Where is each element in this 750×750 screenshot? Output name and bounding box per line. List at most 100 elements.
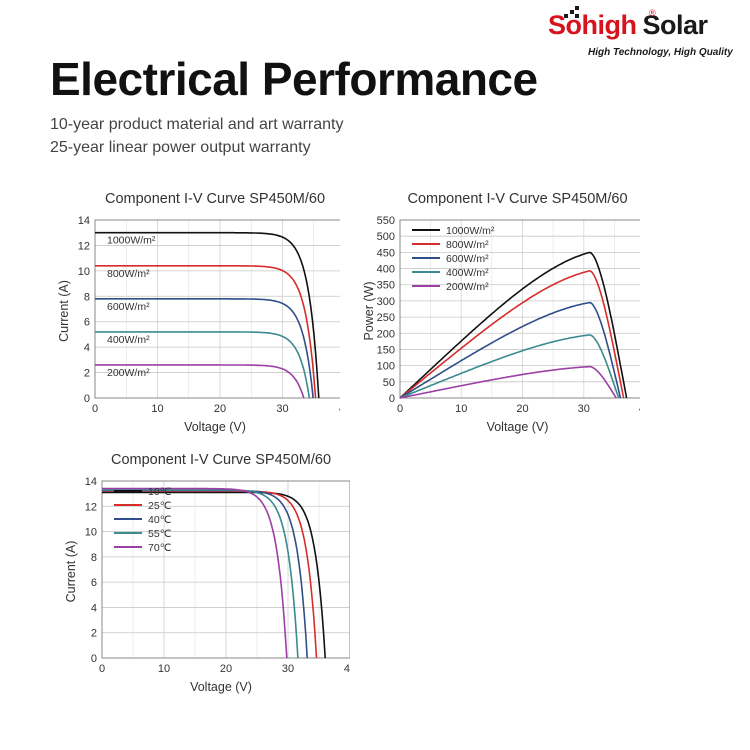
y-tick-label: 6 — [91, 577, 97, 589]
x-tick-label: 10 — [455, 403, 467, 415]
series-line-2 — [399, 301, 622, 399]
series-line-2 — [95, 298, 314, 399]
y-tick-label: 6 — [84, 317, 90, 329]
chart-svg: Component I-V Curve SP450M/60 0 10 20 30 40 0 2… — [57, 191, 340, 434]
legend-label-0: 1000W/m² — [446, 225, 495, 237]
y-tick-label: 0 — [84, 393, 90, 405]
legend-label-4: 200W/m² — [446, 281, 489, 293]
iv-curve-temperature-chart: Component I-V Curve SP450M/60 0 10 20 30 40 0 2… — [50, 443, 350, 708]
series-line-4 — [95, 364, 305, 399]
legend-label-2: 600W/m² — [446, 253, 489, 265]
x-tick-label: 10 — [158, 663, 170, 675]
legend-label-3: 55℃ — [148, 528, 172, 540]
series-label-2: 600W/m² — [107, 301, 150, 313]
plot-frame — [399, 219, 640, 399]
y-tick-label: 500 — [377, 231, 395, 243]
legend-label-2: 40℃ — [148, 514, 172, 526]
series-label-1: 800W/m² — [107, 268, 150, 280]
chart-title: Component I-V Curve SP450M/60 — [407, 191, 627, 207]
x-tick-label: 20 — [220, 663, 232, 675]
y-tick-label: 10 — [85, 527, 97, 539]
y-tick-label: 550 — [377, 215, 395, 227]
power-curve-irradiance-chart: Component I-V Curve SP450M/6001020304005… — [340, 182, 640, 442]
y-axis-label: Power (W) — [362, 281, 376, 340]
series-line-4 — [399, 365, 617, 399]
y-tick-label: 200 — [377, 328, 395, 340]
y-tick-label: 14 — [78, 215, 90, 227]
chart-svg: Component I-V Curve SP450M/60 0 10 20 30 40 0 2… — [64, 452, 350, 694]
warranty-line-product: 10-year product material and art warrant… — [50, 116, 344, 133]
y-tick-label: 100 — [377, 361, 395, 373]
logo-wordmark: Sohigh Solar — [548, 10, 708, 41]
grid — [399, 219, 640, 399]
y-tick-label: 2 — [84, 368, 90, 380]
x-tick-label: 40 — [339, 403, 340, 415]
logo-dots-icon — [564, 6, 579, 18]
y-axis-label: Current (A) — [64, 541, 78, 603]
legend-label-1: 800W/m² — [446, 239, 489, 251]
series-label-3: 400W/m² — [107, 334, 150, 346]
series-line-0 — [399, 251, 628, 399]
series-label-0: 1000W/m² — [107, 235, 156, 247]
y-tick-label: 150 — [377, 344, 395, 356]
x-axis-label: Voltage (V) — [190, 680, 252, 694]
x-axis-label: Voltage (V) — [184, 420, 246, 434]
plot-frame — [101, 480, 350, 659]
series-line-0 — [95, 231, 320, 399]
y-tick-label: 400 — [377, 264, 395, 276]
x-tick-label: 0 — [92, 403, 98, 415]
plot-frame — [94, 219, 340, 399]
series-label-4: 200W/m² — [107, 367, 150, 379]
legend-label-0: 10℃ — [148, 486, 172, 498]
chart-svg: Component I-V Curve SP450M/6001020304005… — [362, 191, 640, 434]
series-line-1 — [95, 265, 317, 399]
logo-brand-suffix: Solar — [642, 10, 708, 40]
x-tick-label: 20 — [214, 403, 226, 415]
warranty-line-power: 25-year linear power output warranty — [50, 139, 311, 156]
legend-label-1: 25℃ — [148, 500, 172, 512]
y-tick-label: 450 — [377, 247, 395, 259]
registered-mark: ® — [649, 8, 656, 18]
series-line-4 — [102, 487, 288, 659]
y-tick-label: 14 — [85, 476, 97, 488]
x-tick-label: 40 — [344, 663, 350, 675]
y-tick-label: 4 — [91, 602, 97, 614]
logo-tagline: High Technology, High Quality — [588, 47, 733, 58]
y-tick-label: 2 — [91, 628, 97, 640]
y-tick-label: 250 — [377, 312, 395, 324]
legend-label-3: 400W/m² — [446, 267, 489, 279]
chart-title: Component I-V Curve SP450M/60 — [105, 191, 325, 207]
x-tick-label: 30 — [578, 403, 590, 415]
iv-curve-irradiance-chart: Component I-V Curve SP450M/60 0 10 20 30 40 0 2… — [40, 182, 340, 442]
y-tick-label: 10 — [78, 266, 90, 278]
y-tick-label: 350 — [377, 280, 395, 292]
y-tick-label: 0 — [389, 393, 395, 405]
y-tick-label: 12 — [85, 501, 97, 513]
x-tick-label: 40 — [639, 403, 640, 415]
x-tick-label: 20 — [516, 403, 528, 415]
legend-label-4: 70℃ — [148, 542, 172, 554]
y-axis-label: Current (A) — [57, 280, 71, 342]
x-tick-label: 30 — [282, 663, 294, 675]
series-line-1 — [399, 269, 625, 399]
y-tick-label: 4 — [84, 342, 90, 354]
y-tick-label: 50 — [383, 377, 395, 389]
y-tick-label: 12 — [78, 240, 90, 252]
page-title: Electrical Performance — [50, 53, 538, 105]
grid — [101, 480, 350, 659]
x-tick-label: 30 — [276, 403, 288, 415]
x-tick-label: 10 — [151, 403, 163, 415]
x-tick-label: 0 — [99, 663, 105, 675]
y-tick-label: 0 — [91, 653, 97, 665]
chart-title: Component I-V Curve SP450M/60 — [111, 452, 331, 468]
brand-logo: Sohigh Solar ® High Technology, High Qual… — [548, 6, 743, 62]
series-line-0 — [102, 491, 326, 659]
series-line-3 — [101, 489, 299, 659]
series-line-3 — [399, 334, 620, 399]
y-tick-label: 8 — [84, 291, 90, 303]
x-axis-label: Voltage (V) — [487, 420, 549, 434]
logo-brand: Sohigh — [548, 10, 637, 40]
y-tick-label: 300 — [377, 296, 395, 308]
x-tick-label: 0 — [397, 403, 403, 415]
series-line-3 — [95, 331, 311, 399]
